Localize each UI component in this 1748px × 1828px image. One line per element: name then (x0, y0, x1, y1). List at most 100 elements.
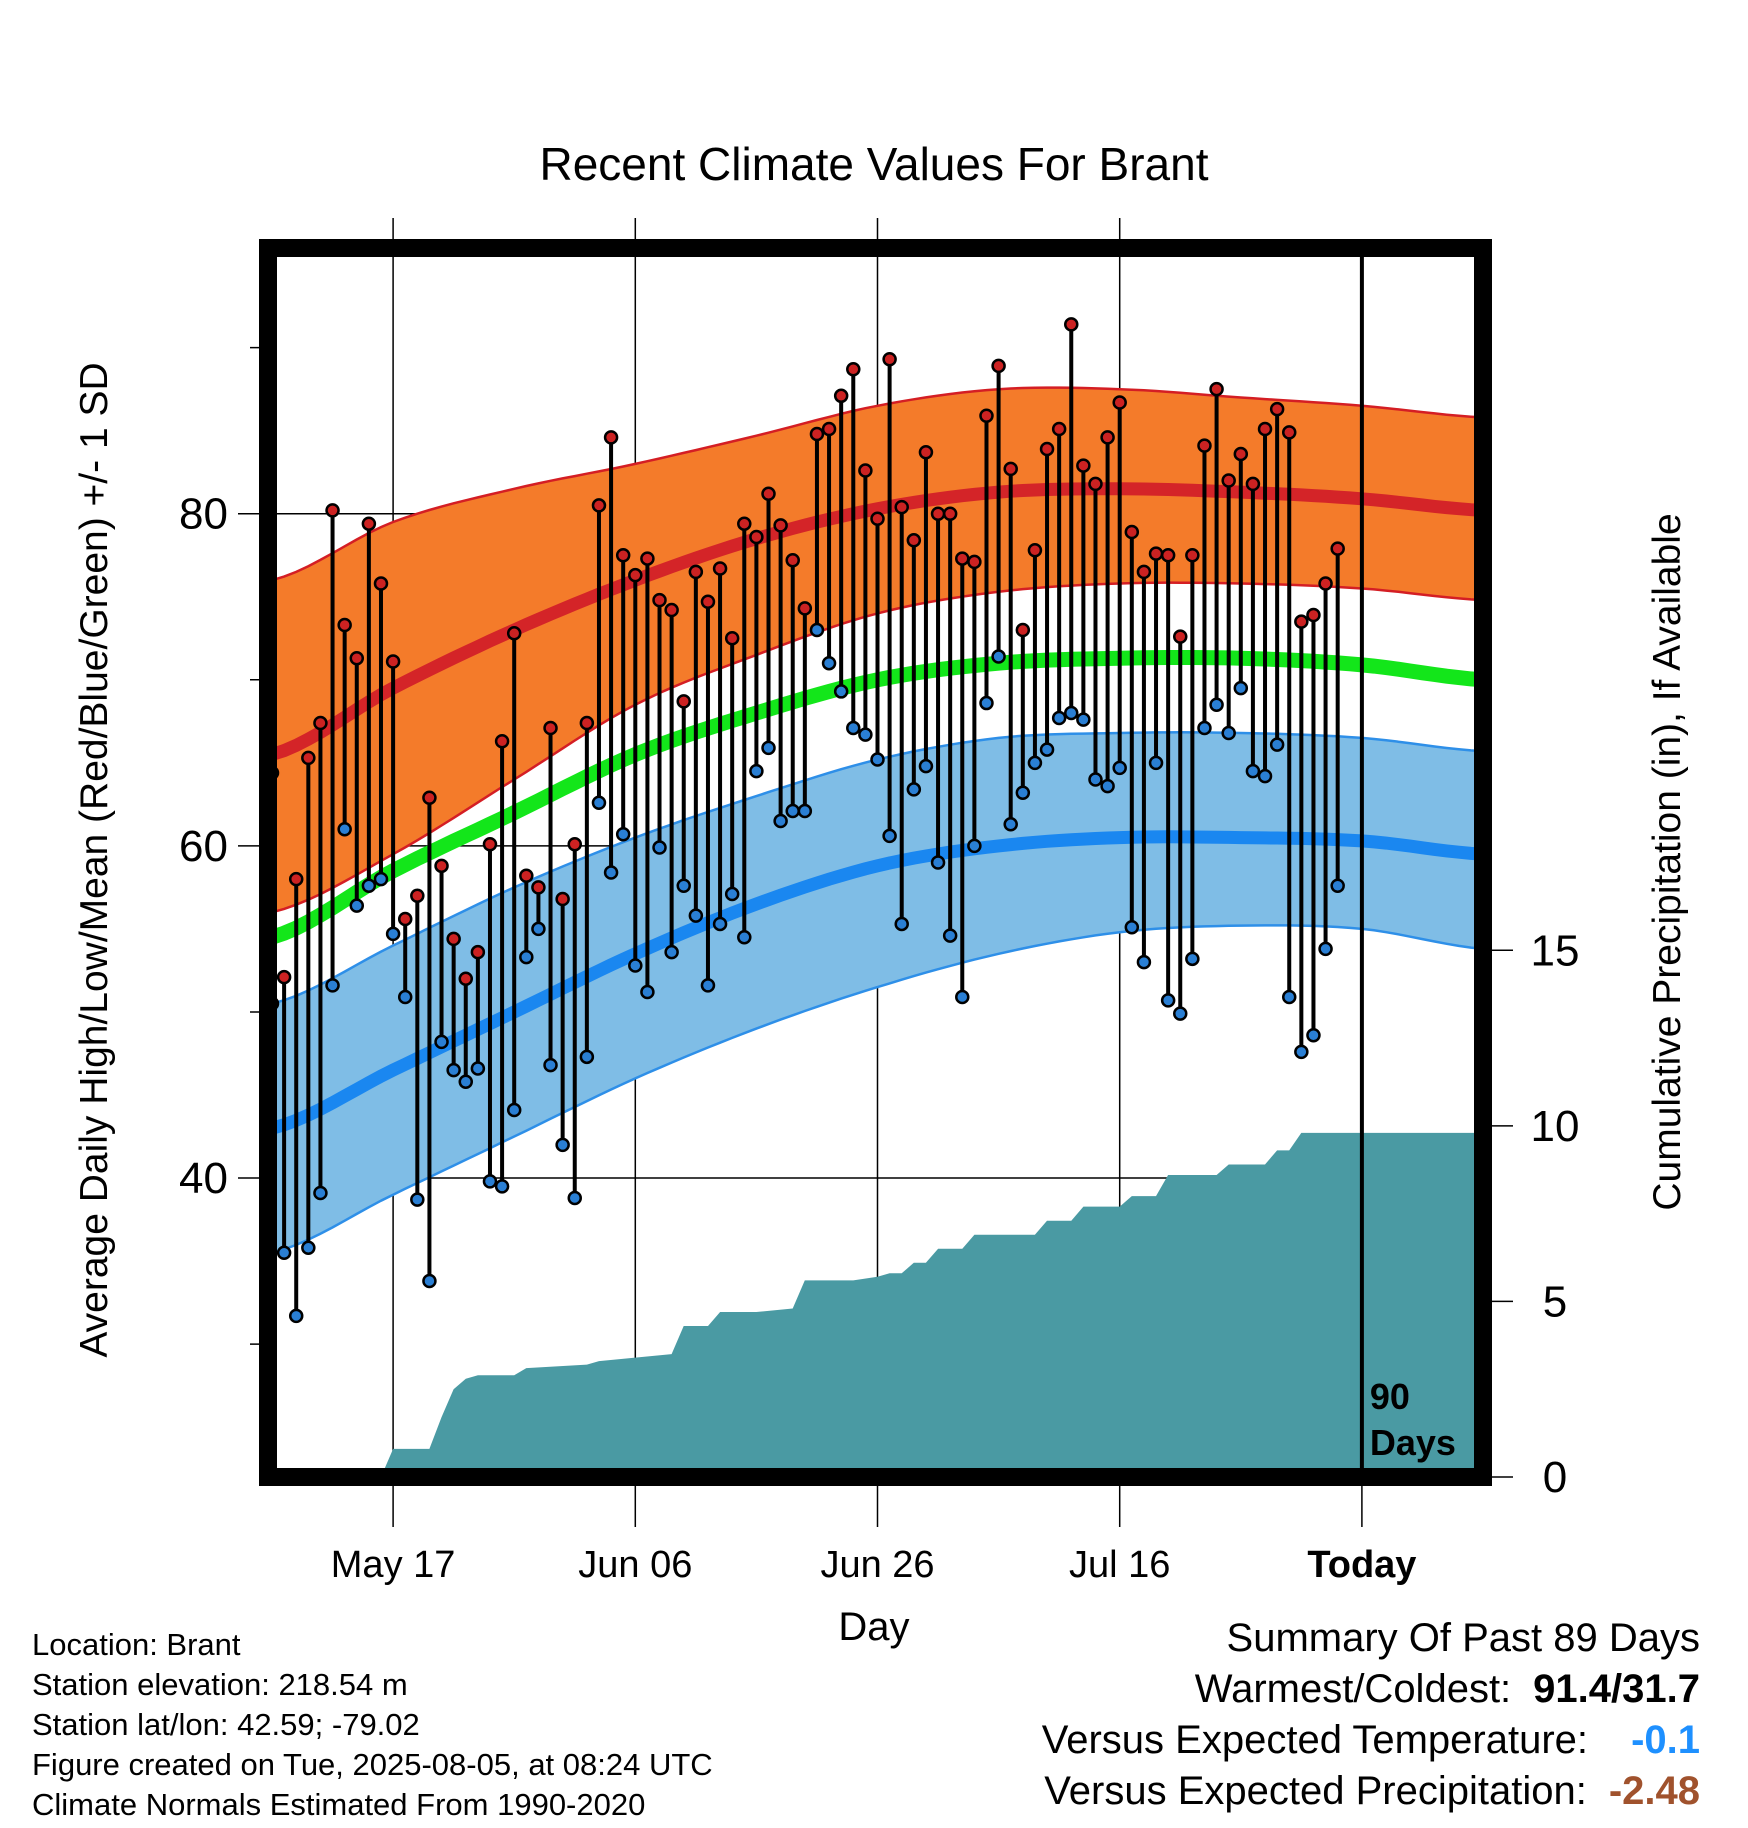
low-point-25 (567, 1190, 582, 1206)
high-point-54 (918, 445, 934, 460)
high-point-59 (979, 408, 994, 423)
x-tick-label-2: Jun 26 (820, 1544, 934, 1586)
high-band-upper-edge (271, 386, 1484, 582)
high-point-34 (676, 694, 691, 709)
low-point-40 (749, 763, 764, 779)
low-point-13 (422, 1273, 437, 1289)
high-point-12 (410, 888, 425, 903)
high-point-15 (446, 931, 461, 947)
precip-deviation-label: Versus Expected Precipitation: (1044, 1769, 1587, 1813)
high-point-48 (846, 361, 861, 377)
high-point-73 (1148, 546, 1164, 561)
axis-ticks: 40 60 80 0 5 10 15 May 17 Jun 06 Jun 26 Jul 16 Toda… (179, 346, 1580, 1586)
low-point-27 (591, 795, 607, 810)
warmest-label: Warmest/Coldest: (1194, 1667, 1512, 1711)
info-elevation: Station elevation: 218.54 m (32, 1667, 408, 1702)
low-point-37 (712, 916, 728, 932)
low-point-87 (1318, 941, 1333, 957)
low-point-73 (1148, 755, 1164, 771)
high-point-20 (506, 626, 522, 641)
info-latlon: Station lat/lon: 42.59; -79.02 (32, 1707, 420, 1742)
low-point-64 (1039, 742, 1055, 757)
low-point-7 (349, 898, 365, 913)
normal-high-line (270, 482, 1484, 761)
low-point-48 (846, 720, 861, 736)
x-axis-label: Day (838, 1605, 909, 1649)
x-tick-label-0: May 17 (331, 1544, 456, 1586)
low-point-70 (1112, 760, 1127, 776)
low-point-31 (640, 984, 655, 1000)
right-tick-label-0: 0 (1543, 1453, 1567, 1502)
high-point-27 (591, 498, 607, 513)
high-point-8 (361, 516, 377, 531)
low-point-33 (664, 944, 679, 960)
high-point-2 (288, 871, 304, 887)
y-axis-label-right: Cumulative Precipitation (in), If Availa… (1646, 513, 1689, 1210)
low-point-69 (1100, 778, 1115, 794)
high-point-5 (325, 503, 340, 518)
low-point-29 (615, 827, 631, 842)
high-point-87 (1318, 576, 1333, 591)
low-point-81 (1245, 763, 1261, 779)
low-point-54 (918, 758, 934, 774)
low-point-78 (1209, 697, 1224, 712)
high-point-31 (640, 551, 655, 566)
high-point-7 (349, 650, 365, 666)
low-point-61 (1003, 817, 1018, 832)
high-point-86 (1306, 607, 1321, 623)
low-point-34 (676, 878, 691, 894)
high-point-39 (737, 516, 752, 531)
high-point-11 (397, 911, 413, 927)
high-point-82 (1257, 421, 1273, 437)
precip-deviation-value: -2.48 (1608, 1769, 1700, 1813)
low-point-60 (991, 649, 1006, 664)
high-point-84 (1281, 425, 1297, 440)
low-point-35 (688, 908, 704, 923)
low-point-43 (785, 803, 800, 819)
high-point-19 (494, 734, 510, 749)
high-point-33 (664, 602, 679, 618)
high-point-65 (1051, 421, 1067, 437)
low-point-75 (1173, 1006, 1188, 1021)
low-point-68 (1088, 772, 1103, 787)
high-point-49 (858, 463, 873, 478)
high-point-75 (1173, 629, 1188, 644)
right-tick-label-10: 10 (1531, 1102, 1580, 1151)
info-location: Location: Brant (32, 1627, 241, 1662)
high-point-58 (967, 554, 982, 570)
summary-precip-row: Versus Expected Precipitation: -2.48 (1042, 1766, 1700, 1817)
summary-title: Summary Of Past 89 Days (1226, 1616, 1700, 1660)
high-point-76 (1185, 548, 1200, 563)
high-point-66 (1064, 317, 1079, 332)
low-point-22 (531, 921, 546, 937)
low-point-84 (1281, 989, 1297, 1005)
high-point-60 (991, 358, 1006, 374)
low-point-41 (761, 740, 776, 756)
high-point-38 (724, 631, 740, 646)
station-info: Location: Brant Station elevation: 218.5… (32, 1625, 713, 1825)
y-axis-label-left: Average Daily High/Low/Mean (Red/Blue/Gr… (73, 362, 116, 1357)
cumulative-precip-area (272, 1132, 1483, 1477)
low-point-46 (821, 655, 837, 671)
high-point-57 (955, 551, 970, 566)
low-point-2 (288, 1308, 304, 1324)
daily-temperature-series (264, 317, 1345, 1324)
high-point-74 (1160, 548, 1176, 563)
high-point-47 (833, 388, 849, 404)
today-label: 90 Days (1370, 1376, 1456, 1463)
x-tick-label-1: Jun 06 (578, 1544, 692, 1586)
high-point-72 (1136, 564, 1152, 580)
low-point-55 (930, 855, 946, 870)
left-tick-label-80: 80 (179, 490, 228, 539)
low-point-58 (967, 838, 982, 854)
high-point-45 (809, 426, 825, 442)
low-point-88 (1330, 878, 1345, 894)
low-point-6 (337, 822, 352, 837)
summary-temp-row: Versus Expected Temperature: -0.1 (1042, 1715, 1700, 1766)
today-days-word: Days (1370, 1422, 1456, 1463)
high-point-6 (337, 617, 352, 633)
high-point-13 (422, 790, 437, 805)
high-point-83 (1269, 401, 1285, 417)
info-created: Figure created on Tue, 2025-08-05, at 08… (32, 1747, 713, 1782)
